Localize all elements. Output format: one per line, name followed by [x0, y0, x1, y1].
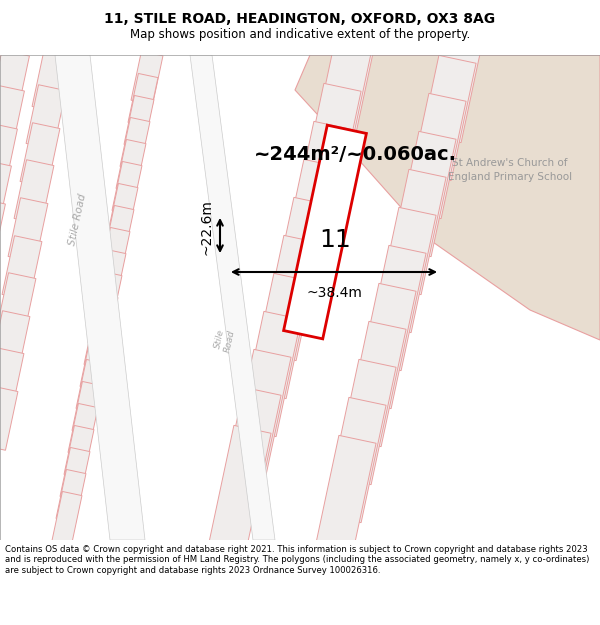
- Polygon shape: [72, 381, 102, 434]
- Polygon shape: [269, 198, 331, 322]
- Text: St Andrew's Church of
England Primary School: St Andrew's Church of England Primary Sc…: [448, 158, 572, 182]
- Polygon shape: [239, 311, 301, 437]
- Polygon shape: [424, 18, 486, 142]
- Polygon shape: [249, 273, 311, 399]
- Polygon shape: [96, 249, 126, 302]
- Polygon shape: [314, 436, 376, 561]
- Text: Stile Road: Stile Road: [68, 193, 88, 247]
- Polygon shape: [364, 246, 426, 371]
- Polygon shape: [0, 50, 29, 110]
- Polygon shape: [131, 51, 163, 105]
- Text: Map shows position and indicative extent of the property.: Map shows position and indicative extent…: [130, 28, 470, 41]
- Polygon shape: [190, 55, 275, 540]
- Text: ~38.4m: ~38.4m: [306, 286, 362, 300]
- Polygon shape: [60, 448, 90, 501]
- Polygon shape: [0, 272, 36, 338]
- Polygon shape: [354, 283, 416, 409]
- Polygon shape: [319, 8, 381, 132]
- Text: Contains OS data © Crown copyright and database right 2021. This information is : Contains OS data © Crown copyright and d…: [5, 545, 589, 575]
- Polygon shape: [209, 426, 271, 551]
- Polygon shape: [0, 311, 30, 375]
- Polygon shape: [116, 139, 146, 192]
- Polygon shape: [384, 169, 446, 294]
- Polygon shape: [20, 122, 60, 188]
- Polygon shape: [56, 469, 86, 522]
- Text: 11, STILE ROAD, HEADINGTON, OXFORD, OX3 8AG: 11, STILE ROAD, HEADINGTON, OXFORD, OX3 …: [104, 12, 496, 26]
- Polygon shape: [295, 55, 600, 340]
- Polygon shape: [289, 121, 351, 247]
- Polygon shape: [108, 184, 138, 236]
- Polygon shape: [26, 85, 66, 149]
- Polygon shape: [259, 236, 321, 361]
- Polygon shape: [120, 118, 150, 171]
- Text: 11: 11: [319, 228, 351, 252]
- Polygon shape: [0, 198, 5, 258]
- Polygon shape: [0, 348, 24, 413]
- Polygon shape: [14, 160, 54, 224]
- Polygon shape: [84, 316, 114, 369]
- Polygon shape: [112, 161, 142, 214]
- Polygon shape: [394, 131, 456, 257]
- Polygon shape: [8, 198, 48, 262]
- Polygon shape: [414, 56, 476, 181]
- Polygon shape: [0, 85, 25, 145]
- Polygon shape: [52, 491, 82, 544]
- Polygon shape: [2, 236, 42, 300]
- Polygon shape: [0, 123, 17, 182]
- Polygon shape: [284, 125, 367, 339]
- Polygon shape: [279, 159, 341, 284]
- Polygon shape: [229, 349, 291, 474]
- Polygon shape: [88, 294, 118, 346]
- Polygon shape: [334, 359, 396, 484]
- Polygon shape: [404, 93, 466, 219]
- Polygon shape: [219, 388, 281, 512]
- Polygon shape: [64, 426, 94, 479]
- Polygon shape: [100, 228, 130, 281]
- Polygon shape: [128, 74, 158, 126]
- Polygon shape: [92, 271, 122, 324]
- Polygon shape: [0, 386, 18, 450]
- Polygon shape: [374, 208, 436, 332]
- Polygon shape: [104, 206, 134, 259]
- Polygon shape: [32, 48, 72, 112]
- Polygon shape: [68, 404, 98, 456]
- Polygon shape: [76, 359, 106, 413]
- Polygon shape: [80, 338, 110, 391]
- Text: Stile
Road: Stile Road: [213, 327, 237, 353]
- Polygon shape: [55, 55, 145, 540]
- Polygon shape: [324, 398, 386, 522]
- Text: ~244m²/~0.060ac.: ~244m²/~0.060ac.: [254, 146, 457, 164]
- Polygon shape: [309, 46, 371, 171]
- Polygon shape: [299, 83, 361, 209]
- Polygon shape: [0, 160, 11, 220]
- Polygon shape: [124, 96, 154, 149]
- Text: ~22.6m: ~22.6m: [200, 199, 214, 256]
- Polygon shape: [344, 321, 406, 447]
